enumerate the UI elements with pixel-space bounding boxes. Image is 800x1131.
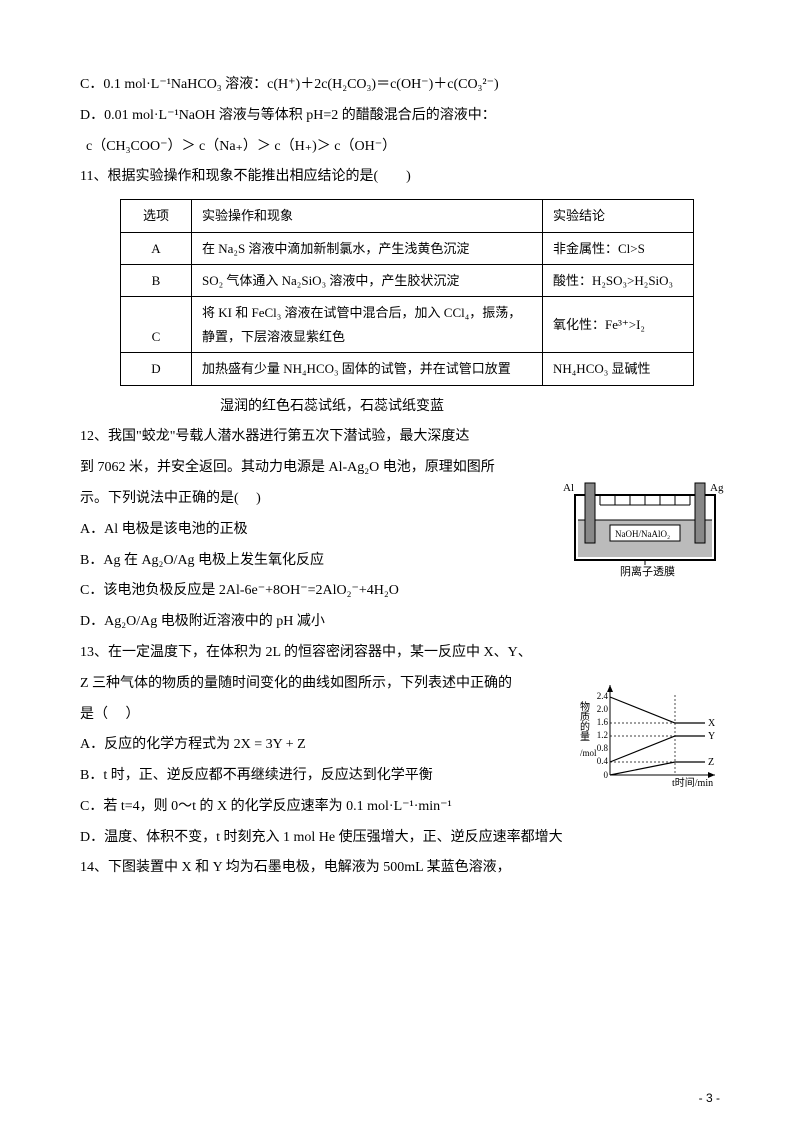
svg-text:0: 0: [604, 770, 609, 780]
row-b-opt: B: [121, 264, 192, 296]
option-d-line1: D．0.01 mol·L⁻¹NaOH 溶液与等体积 pH=2 的醋酸混合后的溶液…: [80, 101, 720, 132]
th-option: 选项: [121, 200, 192, 232]
q11-stem: 11、根据实验操作和现象不能推出相应结论的是( ): [80, 162, 720, 193]
q14-stem: 14、下图装置中 X 和 Y 均为石墨电极，电解液为 500mL 某蓝色溶液，: [80, 853, 720, 884]
row-b-op: SO₂ 气体通入 Na₂SiO₃ 溶液中，产生胶状沉淀: [192, 264, 543, 296]
row-a-op: 在 Na₂S 溶液中滴加新制氯水，产生浅黄色沉淀: [192, 232, 543, 264]
battery-diagram: Al Ag NaOH/NaAlO₂ 阴离子透膜: [560, 475, 730, 585]
q12-line1: 12、我国"蛟龙"号载人潜水器进行第五次下潜试验，最大深度达: [80, 422, 720, 453]
svg-text:0.4: 0.4: [597, 756, 609, 766]
svg-text:Z: Z: [708, 757, 714, 768]
label-ag: Ag: [710, 482, 724, 494]
option-c: C．0.1 mol·L⁻¹NaHCO₃ 溶液：c(H⁺)＋2c(H₂CO₃)＝c…: [80, 70, 720, 101]
row-c-res: 氧化性：Fe³⁺>I₂: [543, 297, 694, 353]
row-d-opt: D: [121, 353, 192, 385]
th-operation: 实验操作和现象: [192, 200, 543, 232]
row-b-res: 酸性：H₂SO₃>H₂SiO₃: [543, 264, 694, 296]
label-membrane: 阴离子透膜: [620, 564, 675, 578]
svg-text:2.4: 2.4: [597, 691, 609, 701]
th-conclusion: 实验结论: [543, 200, 694, 232]
svg-text:0.8: 0.8: [597, 743, 609, 753]
row-a-res: 非金属性：Cl>S: [543, 232, 694, 264]
q13-opt-d: D．温度、体积不变，t 时刻充入 1 mol He 使压强增大，正、逆反应速率都…: [80, 823, 720, 854]
row-d-op-b: 湿润的红色石蕊试纸，石蕊试纸变蓝: [220, 392, 720, 423]
label-al: Al: [563, 482, 574, 494]
option-d-line2: c（CH₃COO⁻）＞ c（Na₊）＞ c（H₊)＞ c（OH⁻）: [86, 132, 720, 163]
svg-text:1.2: 1.2: [597, 730, 608, 740]
svg-text:X: X: [708, 718, 716, 729]
row-c-opt: C: [121, 297, 192, 353]
q13-line1: 13、在一定温度下，在体积为 2L 的恒容密闭容器中，某一反应中 X、Y、: [80, 638, 720, 669]
y-axis-label: 物质的量: [580, 700, 590, 743]
svg-text:Y: Y: [708, 731, 715, 742]
row-d-op-a: 加热盛有少量 NH₄HCO₃ 固体的试管，并在试管口放置: [192, 353, 543, 385]
q11-table: 选项 实验操作和现象 实验结论 A 在 Na₂S 溶液中滴加新制氯水，产生浅黄色…: [120, 199, 694, 385]
row-a-opt: A: [121, 232, 192, 264]
page-number: - 3 -: [699, 1085, 720, 1111]
row-d-res: NH₄HCO₃ 显碱性: [543, 353, 694, 385]
svg-text:1.6: 1.6: [597, 717, 609, 727]
q12-opt-d: D．Ag₂O/Ag 电极附近溶液中的 pH 减小: [80, 607, 720, 638]
svg-text:/mol: /mol: [580, 748, 597, 758]
label-solution: NaOH/NaAlO₂: [615, 529, 670, 539]
kinetics-graph: 0 0.4 0.8 1.2 1.6 2.0 2.4 X Y Z 物质的量 /mo…: [580, 680, 730, 790]
svg-text:2.0: 2.0: [597, 704, 609, 714]
q13-opt-c: C．若 t=4，则 0～t 的 X 的化学反应速率为 0.1 mol·L⁻¹·m…: [80, 792, 720, 823]
x-axis-label: t时间/min: [672, 776, 713, 789]
row-c-op: 将 KI 和 FeCl₃ 溶液在试管中混合后，加入 CCl₄，振荡，静置，下层溶…: [192, 297, 543, 353]
